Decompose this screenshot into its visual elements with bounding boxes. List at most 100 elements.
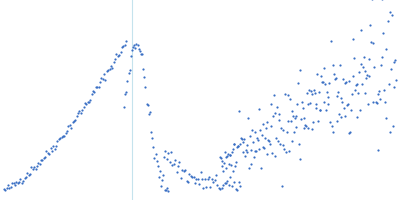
Point (150, 145, 156, 148)
Point (217, 155, 223, 159)
Point (108, 64, 114, 68)
Point (122, 43, 128, 47)
Point (109, 66, 116, 70)
Point (378, 63, 384, 66)
Point (233, 160, 239, 163)
Point (236, 109, 242, 113)
Point (216, 186, 222, 190)
Point (165, 152, 172, 155)
Point (220, 169, 226, 172)
Point (54, 140, 61, 143)
Point (253, 149, 259, 153)
Point (390, 85, 397, 88)
Point (219, 165, 226, 168)
Point (266, 140, 272, 143)
Point (234, 189, 240, 192)
Point (179, 169, 186, 172)
Point (56, 137, 62, 140)
Point (235, 181, 242, 184)
Point (151, 156, 158, 160)
Point (204, 177, 211, 181)
Point (273, 136, 280, 140)
Point (333, 94, 340, 97)
Point (123, 90, 130, 93)
Point (230, 142, 237, 145)
Point (303, 125, 309, 128)
Point (255, 147, 262, 150)
Point (267, 142, 273, 145)
Point (88, 92, 95, 95)
Point (388, 67, 394, 70)
Point (192, 181, 198, 184)
Point (378, 56, 385, 59)
Point (324, 102, 331, 106)
Point (279, 185, 285, 188)
Point (57, 136, 64, 140)
Point (76, 110, 82, 113)
Point (315, 119, 321, 122)
Point (223, 182, 229, 185)
Point (230, 148, 236, 151)
Point (100, 77, 106, 81)
Point (222, 155, 229, 158)
Point (157, 169, 163, 173)
Point (207, 186, 214, 189)
Point (265, 138, 272, 141)
Point (50, 145, 56, 148)
Point (213, 173, 219, 176)
Point (12, 183, 18, 187)
Point (152, 153, 159, 156)
Point (185, 180, 191, 184)
Point (260, 123, 266, 126)
Point (194, 177, 201, 180)
Point (313, 102, 320, 106)
Point (337, 96, 344, 99)
Point (272, 111, 278, 115)
Point (52, 147, 58, 151)
Point (317, 109, 324, 112)
Point (322, 82, 328, 85)
Point (188, 174, 194, 177)
Point (254, 138, 261, 141)
Point (364, 73, 370, 76)
Point (335, 91, 341, 94)
Point (324, 91, 330, 94)
Point (231, 142, 238, 145)
Point (323, 108, 329, 111)
Point (224, 179, 230, 182)
Point (250, 141, 256, 144)
Point (142, 85, 149, 88)
Point (144, 103, 151, 106)
Point (124, 80, 130, 83)
Point (38, 158, 44, 161)
Point (221, 181, 228, 184)
Point (200, 186, 207, 189)
Point (353, 84, 359, 87)
Point (297, 157, 304, 160)
Point (241, 138, 247, 141)
Point (235, 144, 242, 148)
Point (162, 188, 168, 192)
Point (282, 92, 288, 95)
Point (393, 78, 399, 81)
Point (247, 163, 254, 166)
Point (83, 103, 90, 106)
Point (196, 183, 202, 186)
Point (246, 166, 252, 170)
Point (1, 188, 7, 191)
Point (321, 100, 328, 103)
Point (62, 131, 69, 134)
Point (295, 82, 301, 85)
Point (66, 124, 73, 127)
Point (257, 128, 263, 131)
Point (234, 145, 241, 148)
Point (366, 58, 373, 61)
Point (174, 170, 180, 174)
Point (308, 89, 314, 92)
Point (75, 111, 81, 115)
Point (358, 63, 364, 66)
Point (368, 40, 374, 44)
Point (4, 186, 10, 189)
Point (182, 168, 188, 171)
Point (146, 112, 152, 115)
